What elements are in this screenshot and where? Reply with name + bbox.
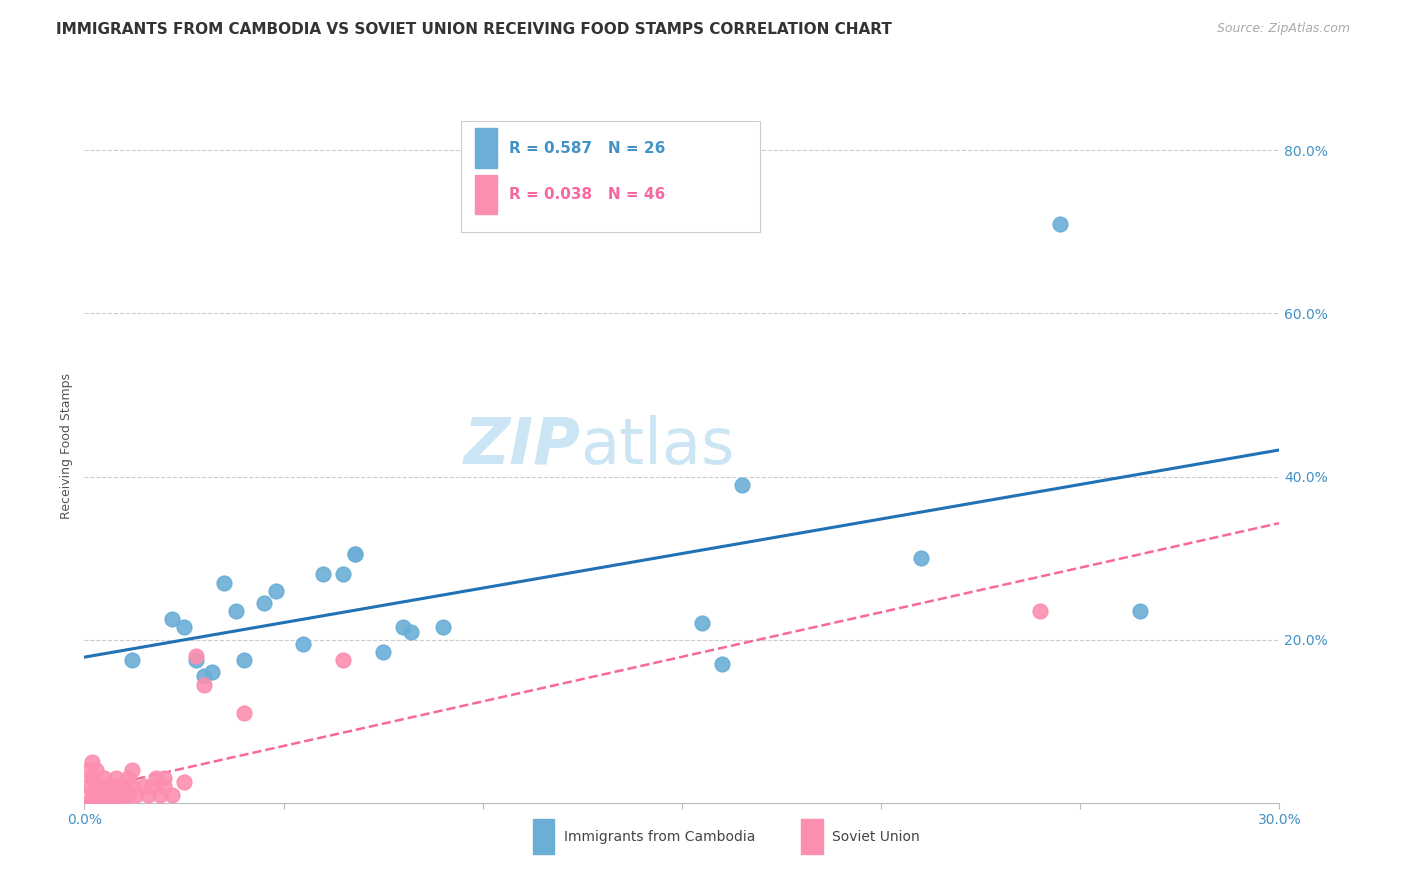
- Point: [225, 604, 247, 618]
- Point: [101, 796, 124, 810]
- Point: [432, 620, 454, 634]
- Bar: [461, 121, 759, 232]
- Point: [117, 772, 139, 786]
- Point: [86, 796, 108, 810]
- Point: [141, 780, 163, 794]
- Point: [193, 677, 215, 691]
- Text: Source: ZipAtlas.com: Source: ZipAtlas.com: [1216, 22, 1350, 36]
- Point: [710, 657, 733, 672]
- Text: atlas: atlas: [581, 415, 735, 477]
- Bar: [475, 128, 496, 168]
- Point: [89, 796, 111, 810]
- Bar: [801, 819, 823, 855]
- Text: IMMIGRANTS FROM CAMBODIA VS SOVIET UNION RECEIVING FOOD STAMPS CORRELATION CHART: IMMIGRANTS FROM CAMBODIA VS SOVIET UNION…: [56, 22, 893, 37]
- Point: [121, 653, 143, 667]
- Point: [77, 796, 100, 810]
- Point: [1049, 217, 1071, 231]
- Point: [193, 669, 215, 683]
- Point: [105, 780, 128, 794]
- Point: [344, 547, 367, 561]
- Text: Soviet Union: Soviet Union: [832, 830, 921, 844]
- Point: [86, 788, 108, 802]
- Text: ZIP: ZIP: [464, 415, 581, 477]
- Point: [125, 788, 148, 802]
- Point: [344, 547, 367, 561]
- Point: [86, 780, 108, 794]
- Point: [910, 551, 932, 566]
- Point: [112, 796, 135, 810]
- Point: [1029, 604, 1052, 618]
- Point: [184, 653, 207, 667]
- Point: [77, 796, 100, 810]
- Point: [232, 653, 254, 667]
- Point: [105, 772, 128, 786]
- Point: [399, 624, 422, 639]
- Point: [93, 772, 115, 786]
- Point: [89, 788, 111, 802]
- Point: [97, 780, 120, 794]
- Point: [173, 620, 195, 634]
- Point: [332, 567, 354, 582]
- Point: [690, 616, 713, 631]
- Point: [82, 772, 104, 786]
- Point: [292, 637, 315, 651]
- Point: [184, 648, 207, 663]
- Text: R = 0.038   N = 46: R = 0.038 N = 46: [509, 187, 665, 202]
- Point: [86, 763, 108, 777]
- Point: [136, 788, 159, 802]
- Point: [253, 596, 276, 610]
- Point: [332, 653, 354, 667]
- Point: [1129, 604, 1152, 618]
- Point: [160, 788, 183, 802]
- Point: [97, 796, 120, 810]
- Point: [93, 796, 115, 810]
- Point: [82, 788, 104, 802]
- Point: [121, 780, 143, 794]
- Point: [121, 763, 143, 777]
- Y-axis label: Receiving Food Stamps: Receiving Food Stamps: [60, 373, 73, 519]
- Text: Immigrants from Cambodia: Immigrants from Cambodia: [564, 830, 755, 844]
- Point: [264, 583, 287, 598]
- Point: [392, 620, 415, 634]
- Point: [132, 780, 156, 794]
- Bar: [533, 819, 554, 855]
- Point: [145, 772, 167, 786]
- Point: [93, 788, 115, 802]
- Point: [153, 772, 176, 786]
- Bar: [475, 175, 496, 214]
- Point: [173, 775, 195, 789]
- Point: [82, 796, 104, 810]
- Point: [160, 612, 183, 626]
- Point: [101, 788, 124, 802]
- Point: [312, 567, 335, 582]
- Point: [97, 788, 120, 802]
- Point: [117, 788, 139, 802]
- Point: [77, 780, 100, 794]
- Point: [731, 477, 754, 491]
- Point: [373, 645, 395, 659]
- Point: [201, 665, 224, 680]
- Point: [153, 780, 176, 794]
- Text: R = 0.587   N = 26: R = 0.587 N = 26: [509, 141, 665, 155]
- Point: [110, 788, 132, 802]
- Point: [212, 575, 235, 590]
- Point: [149, 788, 172, 802]
- Point: [77, 763, 100, 777]
- Point: [232, 706, 254, 720]
- Point: [82, 755, 104, 769]
- Point: [112, 780, 135, 794]
